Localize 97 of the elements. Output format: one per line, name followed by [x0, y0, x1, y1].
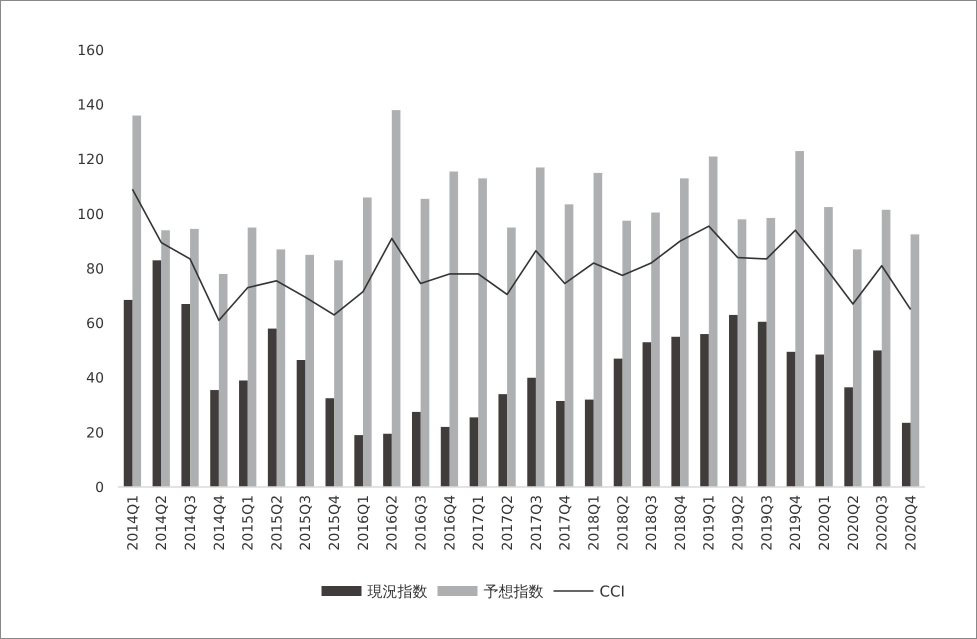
bar	[651, 212, 660, 487]
bar	[700, 334, 709, 487]
x-tick-label: 2019Q3	[759, 495, 776, 551]
bar	[334, 260, 343, 487]
x-tick-label: 2015Q1	[240, 495, 257, 551]
x-tick-label: 2017Q2	[500, 495, 516, 551]
bar	[507, 228, 516, 487]
legend-label: 予想指数	[484, 582, 544, 600]
x-tick-label: 2014Q4	[212, 494, 228, 551]
bar	[902, 422, 911, 487]
bar	[766, 218, 776, 487]
bar	[536, 167, 545, 487]
bar	[124, 300, 132, 487]
bar	[873, 350, 882, 487]
y-tick-label: 120	[77, 152, 104, 168]
bar	[852, 249, 862, 487]
x-tick-label: 2018Q1	[586, 495, 602, 551]
bar	[614, 358, 622, 487]
bar	[440, 426, 450, 487]
bar	[412, 412, 421, 487]
bar	[642, 342, 652, 487]
legend-label: CCI	[600, 582, 625, 600]
bar	[564, 204, 574, 487]
y-tick-label: 140	[77, 98, 104, 114]
bar	[218, 274, 228, 487]
x-tick-label: 2015Q4	[327, 494, 344, 551]
bar	[738, 219, 746, 487]
x-tick-label: 2019Q1	[702, 495, 718, 551]
x-tick-label: 2017Q4	[558, 494, 574, 551]
bar	[276, 249, 286, 487]
x-tick-label: 2019Q4	[788, 494, 804, 551]
bar	[248, 228, 256, 487]
bar	[161, 230, 170, 487]
x-tick-label: 2017Q1	[471, 495, 488, 551]
x-tick-label: 2018Q3	[644, 495, 660, 551]
bar	[420, 198, 430, 487]
x-tick-label: 2016Q2	[384, 495, 401, 551]
bar	[824, 207, 833, 487]
y-tick-label: 60	[86, 316, 104, 332]
x-tick-label: 2018Q2	[615, 495, 632, 551]
x-tick-label: 2020Q3	[874, 495, 891, 551]
line-series	[132, 188, 912, 322]
bar	[305, 254, 314, 487]
y-tick-label: 40	[86, 370, 104, 387]
bar	[326, 398, 334, 487]
bar	[622, 220, 632, 487]
x-tick-label: 2020Q1	[817, 495, 834, 551]
bar	[392, 110, 400, 487]
y-tick-label: 100	[77, 206, 104, 223]
bar	[815, 354, 824, 487]
y-tick-label: 160	[77, 42, 104, 59]
bar	[882, 210, 890, 487]
bar	[844, 387, 853, 487]
bar	[795, 151, 804, 487]
x-tick-label: 2020Q2	[846, 495, 862, 551]
bar	[527, 378, 536, 487]
bar	[296, 360, 306, 487]
bar	[132, 116, 142, 487]
y-tick-label: 80	[86, 261, 104, 278]
bar	[671, 336, 680, 487]
bar	[786, 352, 796, 487]
bar	[680, 178, 689, 487]
bar	[910, 234, 920, 487]
y-tick-label: 20	[86, 425, 104, 442]
bar	[354, 435, 363, 487]
x-tick-label: 2016Q4	[442, 494, 458, 551]
x-tick-label: 2020Q4	[903, 494, 920, 551]
bar	[449, 172, 458, 487]
x-tick-label: 2019Q2	[730, 495, 747, 551]
bar	[556, 400, 565, 487]
x-tick-label: 2014Q3	[182, 495, 199, 551]
bar	[362, 197, 372, 487]
bar	[470, 417, 478, 487]
bar	[729, 314, 738, 487]
bar	[152, 260, 162, 487]
bar	[498, 394, 508, 487]
bar	[383, 434, 392, 487]
bar	[190, 228, 199, 487]
x-tick-label: 2016Q1	[356, 495, 372, 551]
bar	[181, 304, 190, 487]
bar	[239, 380, 248, 487]
bar	[584, 400, 594, 487]
bar	[268, 328, 277, 487]
bar	[758, 322, 766, 487]
bar	[210, 390, 219, 487]
bar	[478, 178, 487, 487]
bar	[594, 172, 602, 487]
x-tick-label: 2016Q3	[414, 495, 430, 551]
x-tick-label: 2015Q3	[298, 495, 314, 551]
x-tick-label: 2017Q3	[528, 495, 545, 551]
legend-label: 現況指数	[368, 582, 428, 600]
y-tick-label: 0	[95, 480, 104, 496]
x-tick-label: 2014Q1	[125, 495, 142, 551]
x-tick-label: 2015Q2	[269, 495, 286, 551]
x-tick-label: 2014Q2	[154, 495, 170, 551]
bar	[708, 156, 718, 487]
x-tick-label: 2018Q4	[672, 494, 689, 551]
